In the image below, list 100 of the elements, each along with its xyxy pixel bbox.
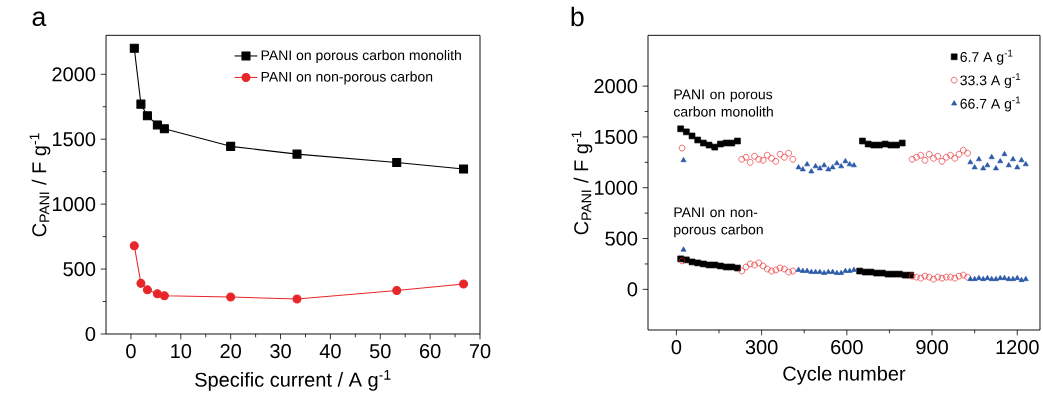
- point: [742, 263, 750, 271]
- point: [993, 165, 999, 171]
- point: [1018, 276, 1025, 283]
- point: [925, 273, 933, 281]
- point: [152, 289, 162, 299]
- point: [951, 155, 959, 162]
- point: [951, 274, 959, 282]
- point: [862, 268, 869, 276]
- annotation: PANI on non-porous carbon: [674, 207, 763, 238]
- point: [947, 151, 954, 159]
- point: [997, 158, 1004, 164]
- point: [795, 266, 802, 272]
- point: [812, 163, 819, 169]
- point: [988, 275, 995, 281]
- point: [1001, 150, 1008, 157]
- point: [867, 268, 875, 276]
- x-axis-title: Cycle number: [783, 366, 906, 385]
- point: [799, 166, 806, 172]
- point: [884, 270, 892, 278]
- x-tick-label: 30: [270, 344, 291, 359]
- point: [873, 269, 880, 277]
- point: [717, 140, 724, 148]
- legend-label: 66.7 A g$^{-1}$: [960, 96, 1021, 112]
- x-tick-label: 10: [171, 344, 192, 359]
- point: [934, 152, 941, 160]
- point: [764, 151, 771, 159]
- point: [677, 125, 684, 133]
- point: [129, 43, 139, 53]
- x-tick-label: 600: [831, 340, 863, 355]
- point: [1022, 275, 1029, 281]
- point: [678, 144, 686, 152]
- point: [717, 262, 724, 270]
- point: [893, 141, 900, 149]
- annotation: PANI on porous carbon monolith: [673, 89, 773, 117]
- point: [738, 267, 746, 275]
- point: [152, 120, 162, 130]
- point: [980, 165, 987, 171]
- point: [898, 139, 906, 147]
- point: [768, 155, 775, 162]
- point: [683, 128, 690, 136]
- point: [971, 164, 978, 170]
- point: [694, 136, 701, 144]
- point: [772, 266, 780, 274]
- point: [459, 279, 469, 289]
- point: [1022, 161, 1029, 167]
- x-tick-label: 0: [126, 344, 136, 359]
- point: [781, 153, 788, 161]
- point: [734, 137, 741, 145]
- x-tick-label: 70: [469, 344, 491, 359]
- y-tick-label: 1500: [53, 132, 96, 147]
- point: [964, 149, 971, 157]
- point: [700, 260, 707, 268]
- point: [834, 160, 840, 166]
- point: [821, 269, 827, 275]
- point: [142, 111, 152, 121]
- point: [876, 141, 883, 149]
- x-tick-label: 60: [420, 344, 441, 359]
- point: [917, 151, 924, 159]
- point: [785, 149, 792, 157]
- point: [776, 264, 784, 272]
- point: [856, 267, 863, 275]
- point: [755, 259, 763, 267]
- point: [392, 285, 402, 296]
- point: [988, 153, 995, 160]
- point: [816, 165, 823, 171]
- point: [967, 159, 974, 165]
- y-tick-label: 1500: [594, 129, 638, 145]
- point: [136, 99, 146, 109]
- point: [1001, 274, 1008, 280]
- point: [804, 267, 810, 273]
- point: [942, 273, 950, 281]
- point: [136, 278, 146, 288]
- point: [768, 267, 775, 275]
- point: [804, 161, 810, 167]
- point: [129, 241, 139, 251]
- point: [846, 267, 853, 273]
- point: [755, 156, 763, 163]
- point: [921, 272, 929, 280]
- point: [226, 141, 236, 151]
- x-tick-label: 900: [916, 340, 948, 355]
- legend-label: PANI on porous carbon monolith: [261, 49, 461, 63]
- point: [908, 156, 916, 163]
- y-tick-label: 0: [85, 326, 96, 342]
- point: [746, 260, 754, 268]
- point: [694, 259, 701, 267]
- point: [993, 275, 999, 281]
- point: [984, 274, 991, 280]
- chart-title: a: [32, 11, 47, 27]
- x-tick-label: 300: [745, 340, 778, 355]
- point: [842, 158, 849, 164]
- point: [955, 272, 963, 280]
- x-tick-label: 40: [319, 344, 341, 359]
- point: [838, 163, 845, 169]
- point: [738, 156, 746, 163]
- point: [459, 164, 469, 174]
- point: [825, 166, 832, 172]
- point: [971, 275, 978, 281]
- point: [938, 158, 946, 165]
- y-tick-label: 1000: [594, 180, 638, 195]
- point: [392, 158, 402, 168]
